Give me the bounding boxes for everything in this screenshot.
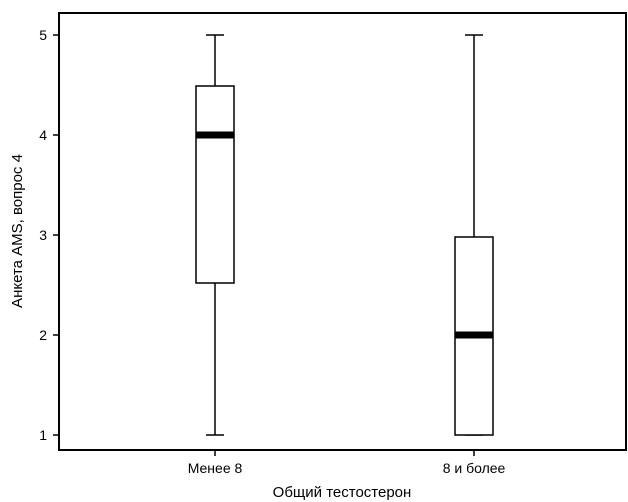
box-1 [195, 34, 235, 436]
y-tick-label: 3 [39, 227, 47, 243]
box-series [195, 34, 494, 436]
y-tick-label: 2 [39, 327, 47, 343]
plot-frame [58, 12, 627, 451]
iqr-box [195, 85, 235, 284]
y-axis-ticks: 1 2 3 4 5 [39, 27, 59, 443]
y-tick-label: 5 [39, 27, 47, 43]
box-2 [454, 34, 494, 436]
x-axis-ticks: Менее 8 8 и более [188, 450, 506, 476]
y-tick-label: 1 [39, 427, 47, 443]
x-axis-label: Общий тестостерон [273, 484, 412, 501]
x-tick-label: 8 и более [443, 460, 506, 476]
y-tick-label: 4 [39, 127, 47, 143]
x-tick-label: Менее 8 [188, 460, 243, 476]
y-axis-label: Анкета AMS, вопрос 4 [9, 154, 26, 308]
